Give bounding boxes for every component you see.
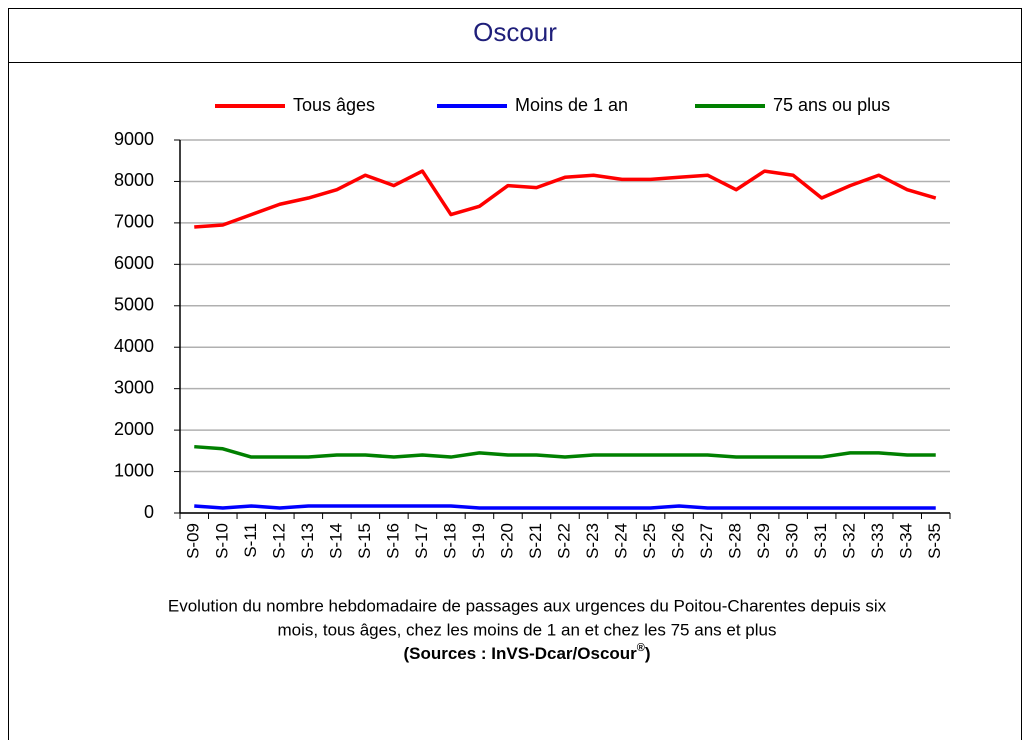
x-tick-label: S-12 (269, 523, 288, 559)
x-tick-label: S-33 (868, 523, 887, 559)
x-tick-label: S-28 (726, 523, 745, 559)
x-tick-label: S-11 (241, 523, 260, 558)
x-tick-label: S-22 (554, 523, 573, 559)
caption: Evolution du nombre hebdomadaire de pass… (168, 596, 887, 615)
frame (8, 8, 1022, 740)
series-line (194, 504, 936, 510)
x-tick-label: S-35 (925, 523, 944, 559)
legend-label: Moins de 1 an (515, 95, 628, 115)
x-tick-label: S-19 (469, 523, 488, 559)
source: (Sources : InVS-Dcar/Oscour®) (403, 642, 650, 664)
x-tick-label: S-26 (669, 523, 688, 559)
x-tick-label: S-10 (212, 523, 231, 559)
y-tick-label: 7000 (114, 212, 154, 232)
x-tick-label: S-21 (526, 523, 545, 559)
y-tick-label: 4000 (114, 336, 154, 356)
y-tick-label: 0 (144, 502, 154, 522)
chart-title: Oscour (473, 17, 557, 47)
x-tick-label: S-09 (184, 523, 203, 559)
x-tick-label: S-29 (754, 523, 773, 559)
source-text: (Sources : InVS-Dcar/Oscour (403, 644, 637, 663)
y-tick-label: 1000 (114, 460, 154, 480)
y-tick-label: 2000 (114, 419, 154, 439)
y-tick-label: 5000 (114, 295, 154, 315)
x-tick-label: S-20 (497, 523, 516, 559)
x-tick-label: S-30 (783, 523, 802, 559)
y-tick-label: 8000 (114, 170, 154, 190)
x-tick-label: S-24 (612, 523, 631, 559)
x-tick-label: S-14 (326, 523, 345, 559)
y-tick-label: 9000 (114, 129, 154, 149)
x-tick-label: S-31 (811, 523, 830, 559)
source-sup: ® (637, 642, 645, 654)
legend-label: Tous âges (293, 95, 375, 115)
x-tick-label: S-23 (583, 523, 602, 559)
source-text: ) (645, 644, 651, 663)
y-tick-label: 6000 (114, 253, 154, 273)
x-tick-label: S-15 (355, 523, 374, 559)
x-tick-label: S-27 (697, 523, 716, 559)
x-tick-label: S-16 (383, 523, 402, 559)
series-line (194, 169, 937, 229)
y-tick-label: 3000 (114, 377, 154, 397)
x-tick-label: S-17 (412, 523, 431, 559)
x-tick-label: S-13 (298, 523, 317, 559)
x-tick-label: S-18 (440, 523, 459, 559)
x-tick-label: S-25 (640, 523, 659, 559)
legend-label: 75 ans ou plus (773, 95, 890, 115)
series-line (194, 444, 936, 459)
caption: mois, tous âges, chez les moins de 1 an … (278, 620, 777, 639)
x-tick-label: S-32 (840, 523, 859, 559)
x-tick-label: S-34 (897, 523, 916, 559)
